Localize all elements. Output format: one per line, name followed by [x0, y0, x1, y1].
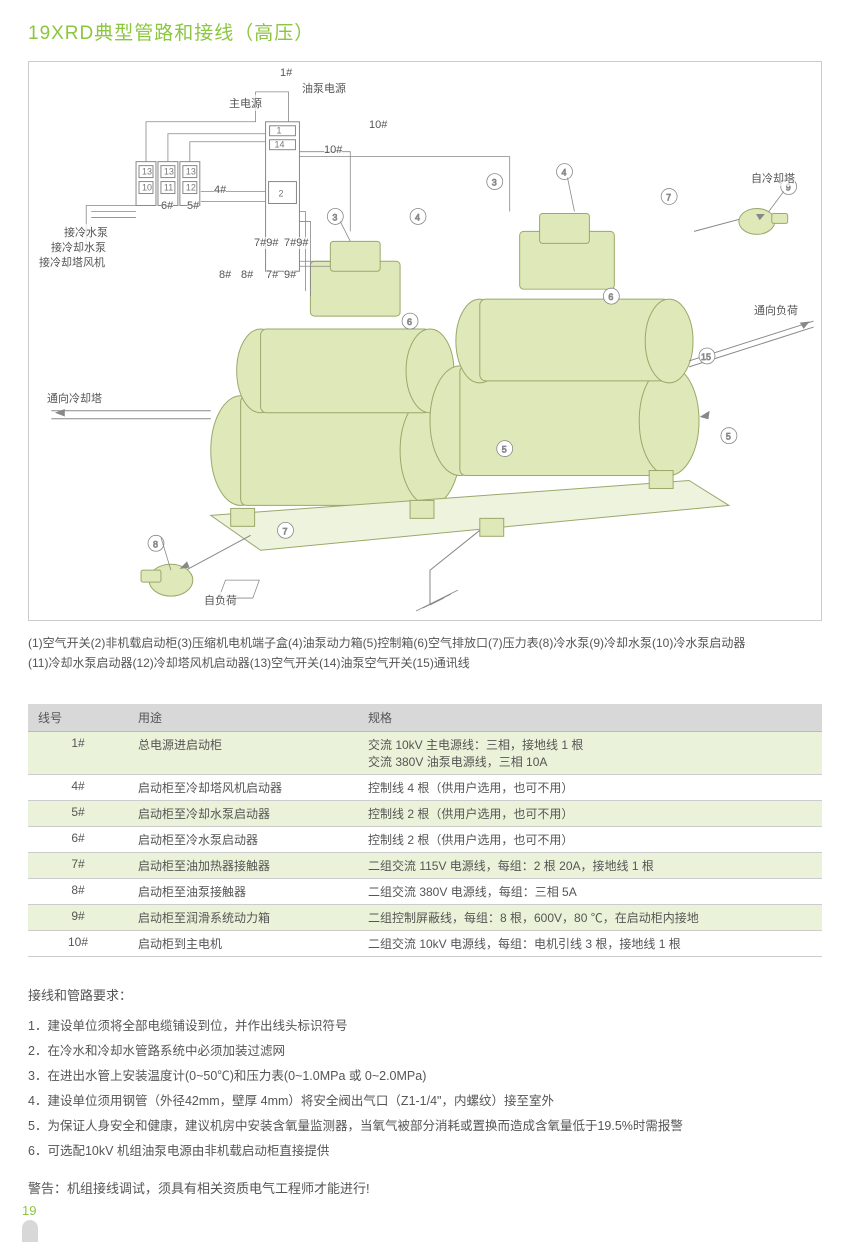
- cell-spec: 二组交流 380V 电源线，每组：三相 5A: [358, 878, 822, 904]
- requirement-item: 1．建设单位须将全部电缆铺设到位，并作出线头标识符号: [28, 1014, 822, 1039]
- requirements-title: 接线和管路要求：: [28, 985, 822, 1004]
- label-to-cooling-tower: 通向冷却塔: [47, 390, 102, 406]
- cell-spec: 控制线 4 根（供用户选用，也可不用）: [358, 774, 822, 800]
- cell-wire-no: 8#: [28, 878, 128, 904]
- label-to-load: 通向负荷: [754, 302, 798, 318]
- svg-text:12: 12: [186, 183, 196, 193]
- label-wire-10b: 10#: [324, 144, 342, 156]
- requirement-item: 2．在冷水和冷却水管路系统中必须加装过滤网: [28, 1039, 822, 1064]
- page-number: 19: [22, 1203, 36, 1218]
- table-row: 6#启动柜至冷水泵启动器控制线 2 根（供用户选用，也可不用）: [28, 826, 822, 852]
- label-wire-10a: 10#: [369, 119, 387, 131]
- table-row: 1#总电源进启动柜交流 10kV 主电源线：三相，接地线 1 根交流 380V …: [28, 731, 822, 774]
- table-row: 4#启动柜至冷却塔风机启动器控制线 4 根（供用户选用，也可不用）: [28, 774, 822, 800]
- label-from-cooling-tower: 自冷却塔: [751, 170, 795, 186]
- requirement-item: 3．在进出水管上安装温度计(0~50℃)和压力表(0~1.0MPa 或 0~2.…: [28, 1064, 822, 1089]
- label-wire-4: 4#: [214, 184, 226, 196]
- svg-text:14: 14: [275, 140, 285, 150]
- cell-use: 启动柜至油泵接触器: [128, 878, 358, 904]
- diagram-legend: (1)空气开关(2)非机载启动柜(3)压缩机电机端子盒(4)油泵动力箱(5)控制…: [28, 633, 822, 674]
- cell-use: 总电源进启动柜: [128, 731, 358, 774]
- label-from-load: 自负荷: [204, 592, 237, 608]
- requirement-item: 5．为保证人身安全和健康，建议机房中安装含氧量监测器，当氧气被部分消耗或置换而造…: [28, 1114, 822, 1139]
- wiring-spec-table: 线号 用途 规格 1#总电源进启动柜交流 10kV 主电源线：三相，接地线 1 …: [28, 704, 822, 957]
- legend-line-1: (1)空气开关(2)非机载启动柜(3)压缩机电机端子盒(4)油泵动力箱(5)控制…: [28, 633, 822, 653]
- svg-text:15: 15: [701, 352, 711, 362]
- table-row: 8#启动柜至油泵接触器二组交流 380V 电源线，每组：三相 5A: [28, 878, 822, 904]
- cell-wire-no: 9#: [28, 904, 128, 930]
- wiring-diagram: 13 13 13 10 11 12 1 14 2: [28, 61, 822, 621]
- svg-text:10: 10: [142, 183, 152, 193]
- label-wire-79: 7#9#: [254, 237, 278, 249]
- cell-use: 启动柜到主电机: [128, 930, 358, 956]
- label-main-power: 主电源: [229, 95, 262, 111]
- cell-wire-no: 10#: [28, 930, 128, 956]
- label-wire-8a: 8#: [219, 269, 231, 281]
- cell-spec: 控制线 2 根（供用户选用，也可不用）: [358, 800, 822, 826]
- cell-wire-no: 5#: [28, 800, 128, 826]
- cell-wire-no: 1#: [28, 731, 128, 774]
- svg-text:4: 4: [415, 212, 420, 222]
- table-row: 5#启动柜至冷却水泵启动器控制线 2 根（供用户选用，也可不用）: [28, 800, 822, 826]
- svg-text:2: 2: [279, 189, 284, 199]
- cell-spec: 二组控制屏蔽线，每组：8 根，600V，80 ℃，在启动柜内接地: [358, 904, 822, 930]
- svg-text:3: 3: [332, 212, 337, 222]
- label-wire-5: 5#: [187, 200, 199, 212]
- cell-wire-no: 6#: [28, 826, 128, 852]
- cell-wire-no: 7#: [28, 852, 128, 878]
- legend-line-2: (11)冷却水泵启动器(12)冷却塔风机启动器(13)空气开关(14)油泵空气开…: [28, 653, 822, 673]
- cell-use: 启动柜至冷却塔风机启动器: [128, 774, 358, 800]
- label-wire-6: 6#: [161, 200, 173, 212]
- requirement-item: 4．建设单位须用钢管（外径42mm，壁厚 4mm）将安全阀出气口（Z1-1/4"…: [28, 1089, 822, 1114]
- label-wire-1a: 1#: [280, 67, 292, 79]
- page-tab: [22, 1220, 38, 1242]
- col-wire-no: 线号: [28, 704, 128, 732]
- table-row: 7#启动柜至油加热器接触器二组交流 115V 电源线，每组：2 根 20A，接地…: [28, 852, 822, 878]
- label-oil-pump-power: 油泵电源: [302, 80, 346, 96]
- col-spec: 规格: [358, 704, 822, 732]
- cell-use: 启动柜至油加热器接触器: [128, 852, 358, 878]
- svg-text:4: 4: [562, 168, 567, 178]
- svg-text:11: 11: [164, 183, 173, 193]
- svg-text:5: 5: [726, 432, 731, 442]
- cell-use: 启动柜至冷水泵启动器: [128, 826, 358, 852]
- svg-text:13: 13: [164, 167, 174, 177]
- svg-text:6: 6: [608, 292, 613, 302]
- diagram-svg: 13 13 13 10 11 12 1 14 2: [29, 62, 821, 620]
- label-wire-8b: 8#: [241, 269, 253, 281]
- label-conn-tower: 接冷却塔风机: [39, 254, 105, 270]
- cell-spec: 二组交流 115V 电源线，每组：2 根 20A，接地线 1 根: [358, 852, 822, 878]
- svg-text:7: 7: [283, 526, 288, 536]
- requirements-list: 1．建设单位须将全部电缆铺设到位，并作出线头标识符号2．在冷水和冷却水管路系统中…: [28, 1014, 822, 1164]
- warning-text: 警告：机组接线调试，须具有相关资质电气工程师才能进行!: [28, 1178, 822, 1197]
- label-wire-9: 9#: [284, 269, 296, 281]
- label-conn-cooling: 接冷却水泵: [51, 239, 106, 255]
- svg-text:5: 5: [502, 445, 507, 455]
- svg-text:8: 8: [153, 539, 158, 549]
- svg-text:1: 1: [277, 126, 282, 136]
- label-wire-79b: 7#9#: [284, 237, 308, 249]
- requirement-item: 6．可选配10kV 机组油泵电源由非机载启动柜直接提供: [28, 1139, 822, 1164]
- cell-spec: 二组交流 10kV 电源线，每组：电机引线 3 根，接地线 1 根: [358, 930, 822, 956]
- cell-wire-no: 4#: [28, 774, 128, 800]
- cell-use: 启动柜至润滑系统动力箱: [128, 904, 358, 930]
- cell-spec: 控制线 2 根（供用户选用，也可不用）: [358, 826, 822, 852]
- svg-text:13: 13: [142, 167, 152, 177]
- svg-text:7: 7: [666, 193, 671, 203]
- svg-text:13: 13: [186, 167, 196, 177]
- table-row: 9#启动柜至润滑系统动力箱二组控制屏蔽线，每组：8 根，600V，80 ℃，在启…: [28, 904, 822, 930]
- svg-text:3: 3: [492, 178, 497, 188]
- cell-use: 启动柜至冷却水泵启动器: [128, 800, 358, 826]
- table-row: 10#启动柜到主电机二组交流 10kV 电源线，每组：电机引线 3 根，接地线 …: [28, 930, 822, 956]
- label-conn-chilled: 接冷水泵: [64, 224, 108, 240]
- cell-spec: 交流 10kV 主电源线：三相，接地线 1 根交流 380V 油泵电源线，三相 …: [358, 731, 822, 774]
- col-use: 用途: [128, 704, 358, 732]
- svg-text:6: 6: [407, 317, 412, 327]
- page-title: 19XRD典型管路和接线（高压）: [28, 18, 822, 45]
- label-wire-7b: 7#: [266, 269, 278, 281]
